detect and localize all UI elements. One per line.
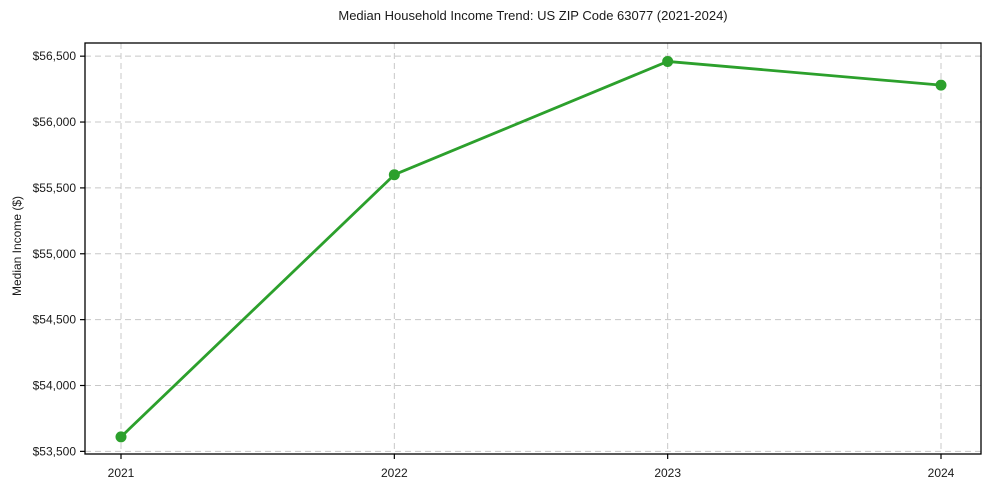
y-tick-label: $53,500 (33, 444, 77, 458)
y-tick-label: $56,000 (33, 115, 77, 129)
income-trend-line (119, 60, 943, 439)
plot-border (84, 42, 982, 455)
data-point-marker (115, 431, 127, 443)
x-tick-label: 2022 (381, 466, 408, 480)
y-tick-label: $55,000 (33, 247, 77, 261)
data-point-marker (388, 169, 400, 181)
chart-title: Median Household Income Trend: US ZIP Co… (338, 8, 728, 23)
y-tick-label: $55,500 (33, 181, 77, 195)
y-tick-label: $54,000 (33, 379, 77, 393)
y-tick-label: $56,500 (33, 49, 77, 63)
y-tick-label: $54,500 (33, 313, 77, 327)
data-point-marker (662, 55, 674, 67)
x-tick-label: 2021 (108, 466, 135, 480)
data-point-marker (935, 79, 947, 91)
x-tick-label: 2024 (928, 466, 955, 480)
x-tick-label: 2023 (654, 466, 681, 480)
